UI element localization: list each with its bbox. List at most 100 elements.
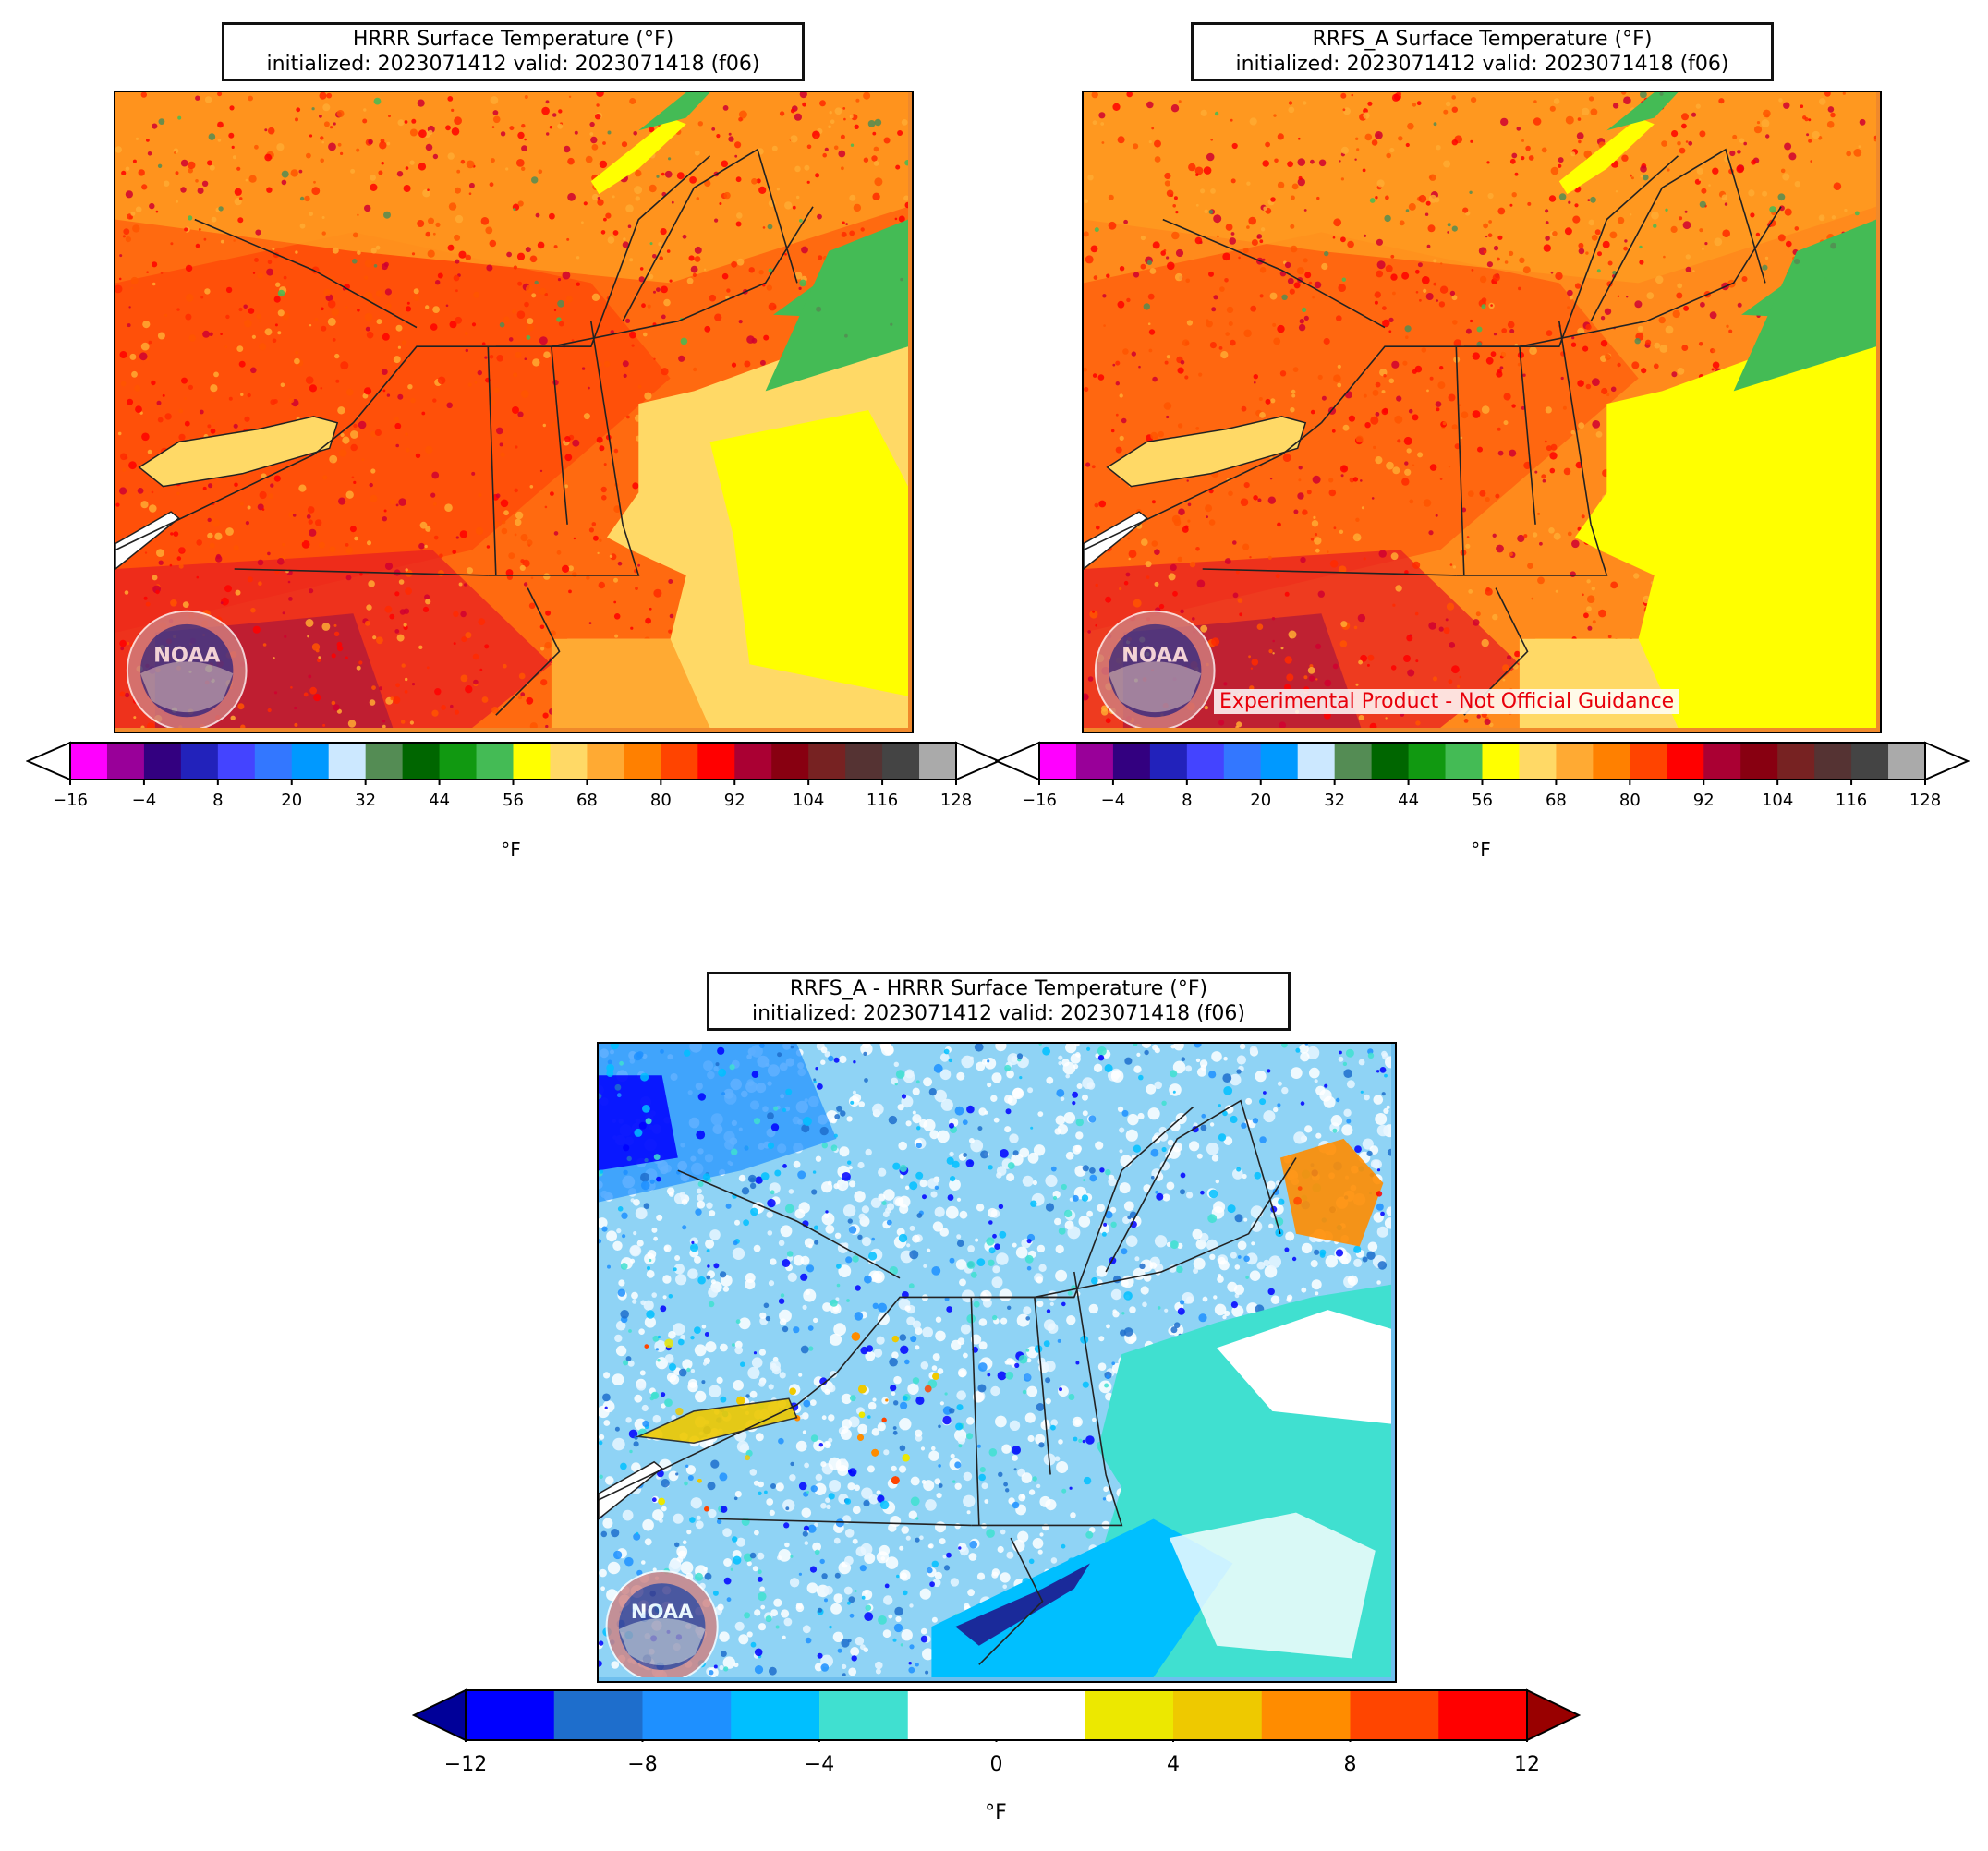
- rrfs-temperature-map: NOAA: [1082, 91, 1882, 733]
- colorbar-tick-label: −8: [627, 1753, 658, 1776]
- colorbar-swatch: [439, 743, 478, 780]
- colorbar-tick-label: 44: [1398, 791, 1420, 810]
- colorbar-swatch: [291, 743, 330, 780]
- state-border: [677, 1169, 901, 1279]
- state-border: [1034, 1297, 1051, 1475]
- colorbar-swatch: [1482, 743, 1521, 780]
- colorbar-swatch: [254, 743, 293, 780]
- hrrr-temperature-map: NOAA: [114, 91, 914, 733]
- colorbar-swatch: [1260, 743, 1299, 780]
- colorbar-over-extension: [1924, 741, 1970, 781]
- colorbar-swatch: [513, 743, 552, 780]
- colorbar-tick-label: 0: [989, 1753, 1003, 1776]
- colorbar-swatch: [771, 743, 809, 780]
- colorbar-swatch: [882, 743, 920, 780]
- colorbar-tick-label: 4: [1167, 1753, 1180, 1776]
- hrrr-temperature-colorbar: [26, 741, 1000, 785]
- colorbar-swatch: [466, 1690, 555, 1740]
- state-border: [599, 1373, 837, 1501]
- colorbar-over-extension: [1526, 1688, 1581, 1742]
- state-border: [495, 587, 561, 716]
- noaa-logo-icon: NOAA: [605, 1570, 719, 1677]
- colorbar-tick-label: 8: [1182, 791, 1193, 810]
- state-border: [1105, 1099, 1281, 1273]
- colorbar-over-extension: [955, 741, 1000, 781]
- rrfs-title-line1: RRFS_A Surface Temperature (°F): [1312, 28, 1653, 51]
- colorbar-tick-label: 128: [1909, 791, 1942, 810]
- colorbar-tick-label: 128: [939, 791, 973, 810]
- colorbar-swatch: [731, 1690, 820, 1740]
- colorbar-swatch: [1297, 743, 1336, 780]
- colorbar-swatch: [70, 743, 108, 780]
- colorbar-tick-label: 8: [1343, 1753, 1357, 1776]
- colorbar-swatch: [1085, 1690, 1174, 1740]
- svg-text:NOAA: NOAA: [153, 643, 221, 667]
- difference-map: NOAA: [597, 1042, 1397, 1683]
- colorbar-swatch: [553, 1690, 644, 1740]
- diff-title: RRFS_A - HRRR Surface Temperature (°F) i…: [707, 972, 1291, 1031]
- colorbar-swatch: [1408, 743, 1447, 780]
- colorbar-swatch: [734, 743, 772, 780]
- colorbar-swatch: [996, 1690, 1085, 1740]
- colorbar-swatch: [1173, 1690, 1263, 1740]
- colorbar-tick-label: −4: [1100, 791, 1126, 810]
- hrrr-colorbar-units: °F: [501, 839, 521, 861]
- state-border: [1519, 206, 1782, 347]
- colorbar-swatch: [180, 743, 219, 780]
- colorbar-swatch: [1888, 743, 1926, 780]
- colorbar-tick-label: −4: [131, 791, 157, 810]
- colorbar-tick-label: 44: [429, 791, 451, 810]
- state-border: [1034, 1157, 1297, 1299]
- colorbar-swatch: [1149, 743, 1188, 780]
- hrrr-title: HRRR Surface Temperature (°F) initialize…: [222, 22, 805, 81]
- colorbar-swatch: [1667, 743, 1704, 780]
- colorbar-swatch: [1438, 1690, 1528, 1740]
- colorbar-swatch: [661, 743, 698, 780]
- colorbar-tick-label: 80: [1618, 791, 1641, 810]
- colorbar-under-extension: [26, 741, 71, 781]
- colorbar-swatch: [1445, 743, 1484, 780]
- colorbar-swatch: [143, 743, 182, 780]
- diff-title-line2: initialized: 2023071412 valid: 202307141…: [752, 1002, 1245, 1025]
- colorbar-tick-label: 68: [576, 791, 598, 810]
- state-border: [970, 1297, 980, 1526]
- colorbar-swatch: [1814, 743, 1852, 780]
- hrrr-title-line2: initialized: 2023071412 valid: 202307141…: [266, 53, 760, 76]
- colorbar-tick-label: −16: [1022, 791, 1057, 810]
- colorbar-swatch: [1851, 743, 1889, 780]
- colorbar-swatch: [697, 743, 735, 780]
- state-border: [717, 1518, 972, 1527]
- colorbar-swatch: [1261, 1690, 1352, 1740]
- colorbar-under-extension: [995, 741, 1040, 781]
- experimental-disclaimer: Experimental Product - Not Official Guid…: [1214, 689, 1680, 714]
- colorbar-swatch: [106, 743, 145, 780]
- colorbar-tick-label: −12: [443, 1753, 488, 1776]
- colorbar-swatch: [624, 743, 661, 780]
- hrrr-title-line1: HRRR Surface Temperature (°F): [352, 28, 674, 51]
- rrfs-colorbar-units: °F: [1471, 839, 1491, 861]
- state-border: [488, 524, 640, 576]
- colorbar-swatch: [1630, 743, 1667, 780]
- colorbar-swatch: [1740, 743, 1778, 780]
- colorbar-swatch: [328, 743, 367, 780]
- colorbar-tick-label: 20: [1250, 791, 1272, 810]
- colorbar-tick-label: 20: [281, 791, 303, 810]
- colorbar-swatch: [550, 743, 588, 780]
- colorbar-tick-label: 56: [503, 791, 524, 810]
- state-border: [1162, 218, 1386, 329]
- colorbar-swatch: [1075, 743, 1114, 780]
- colorbar-tick-label: 92: [1692, 791, 1715, 810]
- state-border: [115, 422, 354, 551]
- colorbar-swatch: [845, 743, 883, 780]
- colorbar-swatch: [476, 743, 515, 780]
- colorbar-swatch: [1519, 743, 1558, 780]
- colorbar-swatch: [907, 1690, 998, 1740]
- colorbar-tick-label: 8: [212, 791, 224, 810]
- colorbar-swatch: [365, 743, 404, 780]
- lake-erie: [1084, 511, 1148, 570]
- colorbar-tick-label: 116: [866, 791, 899, 810]
- colorbar-swatch: [1593, 743, 1630, 780]
- state-border: [487, 346, 497, 575]
- colorbar-swatch: [587, 743, 624, 780]
- colorbar-tick-label: 104: [1761, 791, 1794, 810]
